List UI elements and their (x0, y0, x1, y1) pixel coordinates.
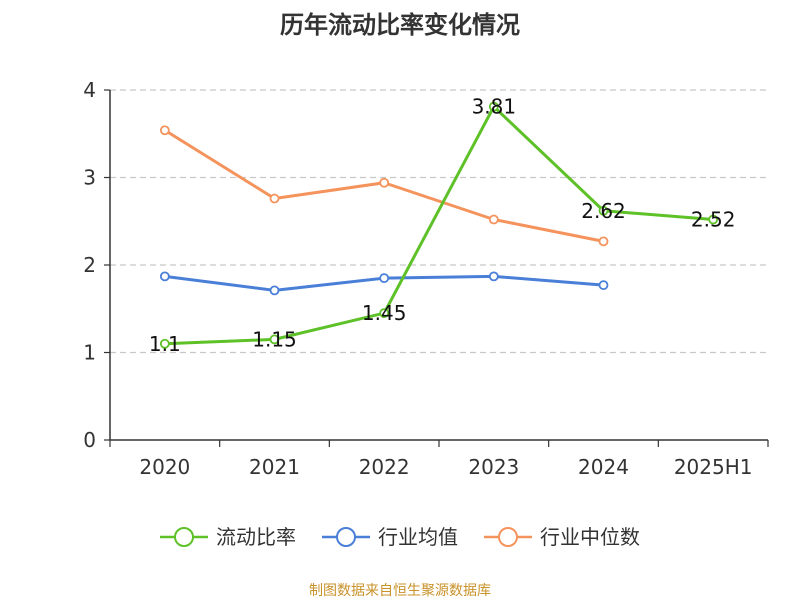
data-point (269, 193, 280, 204)
data-point (379, 177, 390, 188)
x-tick-label: 2022 (359, 455, 410, 479)
data-point (488, 101, 499, 112)
data-point (159, 271, 170, 282)
data-point (269, 285, 280, 296)
axes: 0 1 2 3 4 2020 2021 2022 2023 2024 2025H1 (83, 78, 769, 479)
legend-item[interactable]: 流动比率 (160, 525, 296, 549)
y-tick-label: 0 (83, 428, 96, 452)
data-point (598, 236, 609, 247)
legend-label: 行业均值 (378, 525, 458, 549)
series-3 (159, 125, 609, 247)
legend-label: 流动比率 (216, 525, 296, 549)
x-tick-label: 2020 (139, 455, 190, 479)
y-tick-label: 1 (83, 341, 96, 365)
series-group (159, 101, 719, 349)
data-label: 1.15 (252, 327, 297, 351)
legend-label: 行业中位数 (540, 525, 640, 549)
source-note: 制图数据来自恒生聚源数据库 (309, 583, 491, 599)
y-tick-label: 4 (83, 78, 96, 102)
series-1 (159, 101, 719, 349)
data-label: 2.62 (581, 199, 626, 223)
data-point (159, 125, 170, 136)
x-tick-label: 2023 (468, 455, 519, 479)
legend-item[interactable]: 行业中位数 (484, 525, 640, 549)
data-point (488, 214, 499, 225)
data-label: 1.45 (362, 301, 407, 325)
data-point (708, 214, 719, 225)
grid-lines (110, 89, 768, 354)
x-tick-label: 2024 (578, 455, 629, 479)
legend-circle-symbol (498, 527, 518, 547)
chart-title: 历年流动比率变化情况 (280, 11, 520, 39)
data-label: 1.1 (149, 332, 181, 356)
data-point (598, 280, 609, 291)
data-labels: 1.1 1.15 1.45 3.81 2.62 2.52 (149, 95, 736, 356)
data-label: 2.52 (691, 208, 736, 232)
x-tick-label: 2021 (249, 455, 300, 479)
data-point (488, 271, 499, 282)
data-label: 3.81 (472, 95, 517, 119)
legend-item[interactable]: 行业均值 (322, 525, 458, 549)
data-point (598, 205, 609, 216)
legend: 流动比率 行业均值 行业中位数 (160, 525, 640, 549)
data-point (379, 308, 390, 319)
data-point (379, 273, 390, 284)
data-point (159, 338, 170, 349)
x-tick-label: 2025H1 (674, 455, 753, 479)
series-2 (159, 271, 609, 296)
data-point (269, 334, 280, 345)
series-line (163, 105, 715, 346)
y-tick-label: 3 (83, 166, 96, 190)
legend-circle-symbol (174, 527, 194, 547)
legend-circle-symbol (336, 527, 356, 547)
y-tick-label: 2 (83, 253, 96, 277)
